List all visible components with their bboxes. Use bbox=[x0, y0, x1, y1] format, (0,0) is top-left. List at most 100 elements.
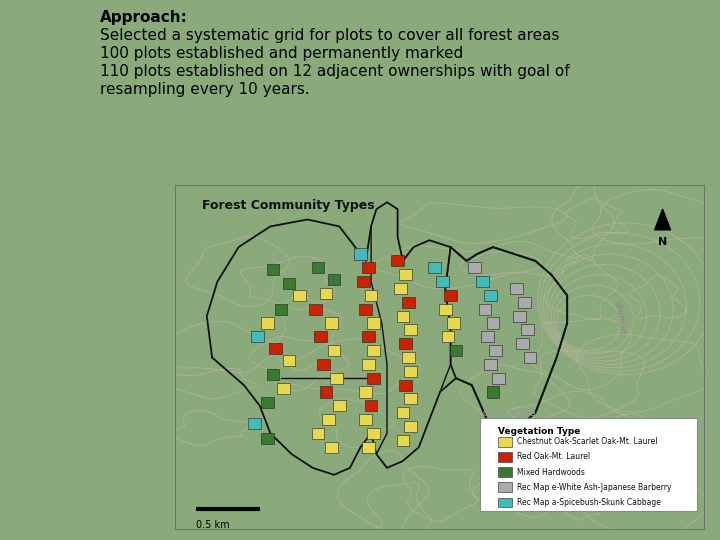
Bar bbox=[521, 325, 534, 335]
Bar bbox=[476, 276, 489, 287]
Bar bbox=[405, 325, 417, 335]
Bar bbox=[397, 435, 409, 446]
Bar bbox=[367, 373, 380, 384]
Polygon shape bbox=[654, 209, 670, 230]
Bar bbox=[447, 318, 459, 328]
Bar bbox=[320, 288, 333, 299]
Bar bbox=[315, 331, 327, 342]
Bar bbox=[330, 373, 343, 384]
Bar bbox=[367, 318, 380, 328]
Bar bbox=[357, 276, 369, 287]
Text: Mixed Hardwoods: Mixed Hardwoods bbox=[517, 468, 585, 476]
Bar bbox=[367, 345, 380, 356]
Bar bbox=[405, 393, 417, 404]
Bar bbox=[498, 452, 511, 462]
Bar bbox=[365, 290, 377, 301]
Text: Selected a systematic grid for plots to cover all forest areas: Selected a systematic grid for plots to … bbox=[100, 28, 559, 43]
Bar bbox=[261, 397, 274, 408]
Bar bbox=[482, 331, 494, 342]
Bar bbox=[266, 369, 279, 380]
Bar bbox=[320, 387, 333, 397]
Bar bbox=[510, 283, 523, 294]
FancyBboxPatch shape bbox=[480, 418, 697, 511]
Bar bbox=[402, 297, 415, 308]
Bar bbox=[367, 428, 380, 439]
Bar bbox=[487, 318, 500, 328]
Bar bbox=[359, 303, 372, 315]
Bar bbox=[484, 290, 497, 301]
Text: Forest Community Types: Forest Community Types bbox=[202, 199, 374, 212]
Bar bbox=[405, 421, 417, 432]
Bar bbox=[402, 352, 415, 363]
Bar bbox=[359, 414, 372, 425]
Bar bbox=[293, 290, 306, 301]
Bar bbox=[261, 433, 274, 444]
Bar bbox=[399, 338, 412, 349]
Bar bbox=[498, 497, 511, 507]
Bar bbox=[248, 417, 261, 429]
Bar bbox=[436, 276, 449, 287]
Bar bbox=[328, 274, 341, 286]
Bar bbox=[484, 359, 497, 370]
Bar bbox=[523, 352, 536, 363]
Bar bbox=[282, 278, 295, 289]
Bar bbox=[251, 331, 264, 342]
Bar bbox=[365, 400, 377, 411]
Text: Rec Map a-Spicebush-Skunk Cabbage: Rec Map a-Spicebush-Skunk Cabbage bbox=[517, 498, 661, 507]
Bar bbox=[312, 262, 325, 273]
Bar bbox=[325, 442, 338, 453]
Bar bbox=[312, 428, 325, 439]
Bar bbox=[269, 343, 282, 354]
Bar bbox=[449, 345, 462, 356]
Bar bbox=[394, 283, 407, 294]
Bar bbox=[498, 482, 511, 492]
Bar bbox=[282, 355, 295, 367]
Bar bbox=[354, 248, 367, 260]
Text: Chestnut Oak-Scarlet Oak-Mt. Laurel: Chestnut Oak-Scarlet Oak-Mt. Laurel bbox=[517, 437, 657, 446]
Text: Red Oak-Mt. Laurel: Red Oak-Mt. Laurel bbox=[517, 453, 590, 461]
Bar bbox=[498, 437, 511, 447]
Text: Rec Map e-White Ash-Japanese Barberry: Rec Map e-White Ash-Japanese Barberry bbox=[517, 483, 671, 492]
Text: 110 plots established on 12 adjacent ownerships with goal of: 110 plots established on 12 adjacent own… bbox=[100, 64, 570, 79]
Bar bbox=[405, 366, 417, 377]
Bar bbox=[317, 359, 330, 370]
Bar bbox=[399, 269, 412, 280]
Bar bbox=[323, 414, 335, 425]
Text: 0.5 km: 0.5 km bbox=[196, 519, 230, 530]
Text: 100 plots established and permanently marked: 100 plots established and permanently ma… bbox=[100, 46, 463, 61]
Text: resampling every 10 years.: resampling every 10 years. bbox=[100, 82, 310, 97]
Text: Golf Course: Golf Course bbox=[482, 409, 535, 418]
Bar bbox=[261, 318, 274, 328]
Bar bbox=[487, 387, 500, 397]
Bar bbox=[362, 262, 375, 273]
Bar bbox=[266, 264, 279, 275]
Bar bbox=[274, 303, 287, 315]
Bar bbox=[518, 297, 531, 308]
Bar bbox=[333, 400, 346, 411]
Bar bbox=[399, 380, 412, 390]
Bar bbox=[439, 303, 451, 315]
Text: N: N bbox=[658, 237, 667, 247]
Bar bbox=[428, 262, 441, 273]
Text: Approach:: Approach: bbox=[100, 10, 188, 25]
Bar bbox=[362, 331, 375, 342]
Bar bbox=[397, 407, 409, 418]
Bar bbox=[468, 262, 481, 273]
Bar bbox=[359, 387, 372, 397]
Text: Vegetation Type: Vegetation Type bbox=[498, 427, 580, 435]
Bar bbox=[362, 359, 375, 370]
Bar bbox=[516, 338, 528, 349]
Bar bbox=[444, 290, 457, 301]
Bar bbox=[328, 345, 341, 356]
Bar bbox=[325, 318, 338, 328]
Bar bbox=[498, 467, 511, 477]
Bar bbox=[441, 331, 454, 342]
Bar bbox=[391, 255, 404, 266]
Bar bbox=[479, 303, 492, 315]
Bar bbox=[492, 373, 505, 384]
Bar bbox=[362, 442, 375, 453]
Bar bbox=[397, 310, 409, 322]
Bar bbox=[309, 303, 322, 315]
Text: drumlin: drumlin bbox=[613, 300, 628, 335]
Bar bbox=[277, 383, 290, 394]
